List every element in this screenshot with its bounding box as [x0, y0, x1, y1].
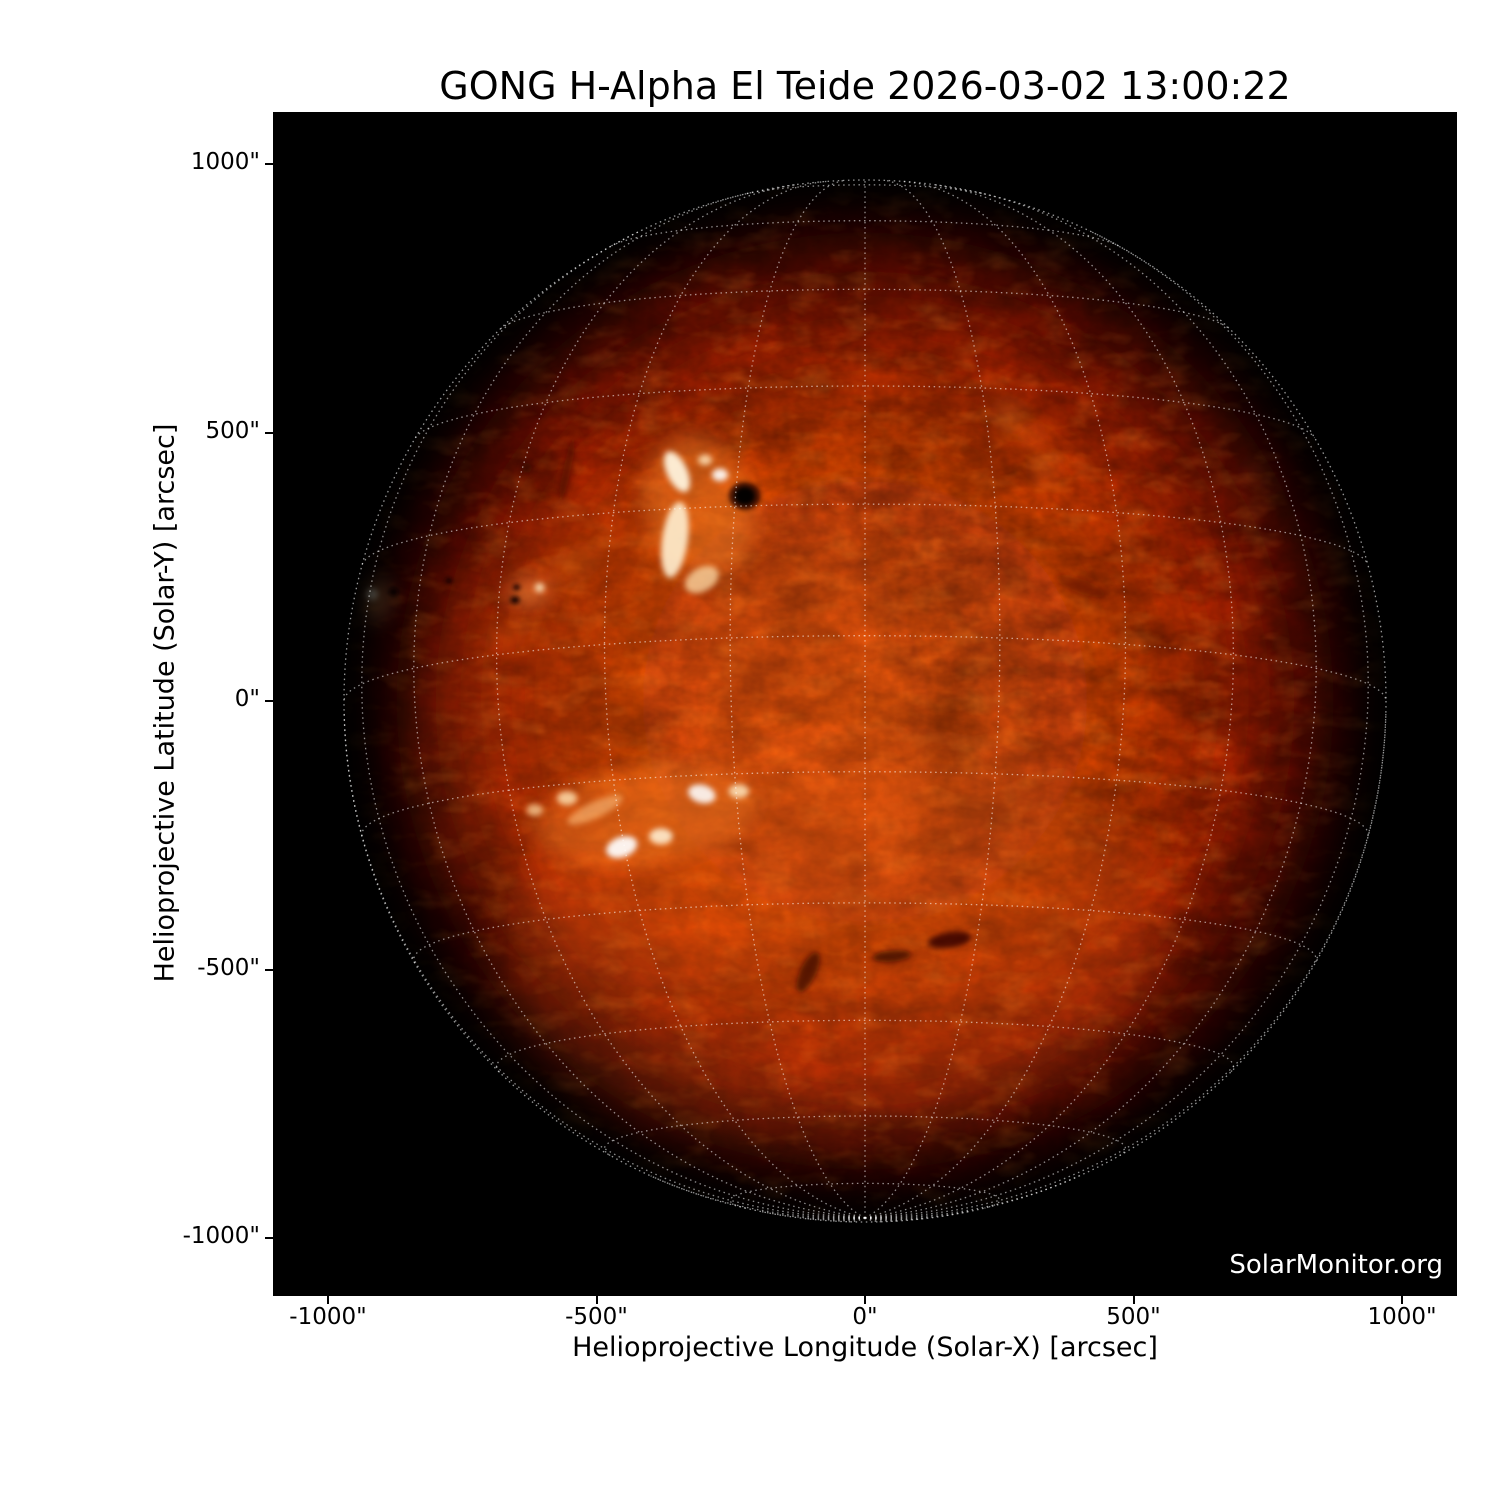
grid-meridian [864, 1175, 1080, 1219]
grid-parallel [361, 503, 1369, 565]
grid-meridian [864, 229, 1369, 1219]
figure-title: GONG H-Alpha El Teide 2026-03-02 13:00:2… [439, 64, 1291, 108]
grid-meridian [864, 183, 1235, 1219]
y-tick-label: 500" [205, 417, 260, 444]
grid-meridian [413, 191, 866, 1219]
x-tick-label: -500" [565, 1304, 628, 1330]
grid-meridian [864, 191, 1317, 1219]
grid-meridian [864, 1211, 969, 1220]
solar-disk-image [273, 112, 1457, 1296]
x-tick-label: 500" [1106, 1304, 1161, 1330]
grid-meridian [361, 229, 866, 1219]
y-tick-mark [265, 431, 273, 434]
x-tick-label: 1000" [1367, 1304, 1437, 1330]
grid-meridian [495, 183, 866, 1219]
x-tick-mark [1132, 1296, 1135, 1304]
grid-parallel [413, 902, 1317, 964]
grid-meridian [343, 711, 866, 1219]
y-tick-label: -1000" [182, 1223, 260, 1249]
plot-area [273, 112, 1457, 1296]
y-tick-mark [265, 163, 273, 165]
x-tick-label: 0" [852, 1304, 878, 1330]
heliographic-grid [343, 179, 1387, 1223]
x-tick-mark [595, 1296, 598, 1304]
y-tick-label: 0" [234, 686, 260, 712]
limb-circle [343, 179, 1387, 1223]
limb-darkening [342, 178, 1388, 1224]
grid-meridian [864, 1217, 898, 1222]
x-axis-label: Helioprojective Longitude (Solar-X) [arc… [572, 1332, 1158, 1363]
x-tick-mark [327, 1296, 329, 1304]
grid-meridian [864, 179, 1001, 1219]
grid-meridian [761, 1211, 866, 1220]
grid-parallel [414, 385, 1316, 439]
y-tick-label: -500" [197, 954, 260, 981]
grid-parallel [361, 771, 1369, 837]
grid-parallel [603, 1115, 1127, 1156]
grid-meridian [864, 1217, 927, 1221]
watermark-text: SolarMonitor.org [1229, 1250, 1443, 1280]
x-tick-label: -1000" [289, 1304, 367, 1330]
y-tick-mark [265, 968, 273, 971]
grid-parallel [746, 184, 984, 195]
y-tick-mark [265, 700, 273, 702]
grid-meridian [650, 1175, 866, 1219]
grid-meridian [729, 179, 866, 1219]
grid-parallel [500, 288, 1230, 330]
grid-parallel [611, 220, 1119, 247]
grid-parallel [343, 635, 1387, 702]
x-tick-mark [864, 1296, 866, 1304]
grid-parallel [495, 1019, 1235, 1073]
y-tick-mark [265, 1237, 273, 1239]
grid-meridian [864, 711, 1387, 1219]
y-axis-label: Helioprojective Latitude (Solar-Y) [arcs… [149, 423, 181, 983]
x-tick-mark [1401, 1296, 1403, 1304]
y-tick-label: 1000" [190, 149, 260, 175]
